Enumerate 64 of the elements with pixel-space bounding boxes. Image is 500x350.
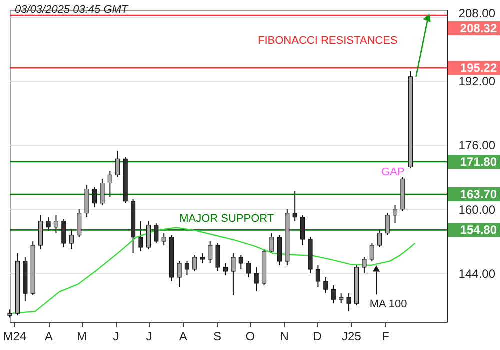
ref-line-label: 208.32 [460, 22, 498, 36]
candlestick [146, 220, 151, 250]
candlestick [292, 190, 298, 222]
candlestick [346, 293, 352, 312]
x-tick-label: J [113, 330, 120, 344]
candlestick [270, 232, 274, 254]
candlestick [54, 214, 59, 234]
candlestick [254, 266, 259, 292]
candlestick [324, 276, 328, 294]
candlestick [362, 256, 367, 274]
annotation: MAJOR SUPPORT [180, 213, 274, 226]
y-tick-label: 208.00 [458, 6, 496, 20]
candlestick [370, 242, 374, 262]
candlestick [69, 228, 74, 250]
candlestick [385, 212, 390, 236]
ref-line-label: 171.80 [460, 154, 498, 169]
candlestick [192, 254, 198, 272]
candlestick [154, 222, 159, 244]
candlestick [100, 178, 105, 206]
x-tick-label: A [179, 330, 188, 344]
y-tick-label: 176.00 [458, 138, 496, 153]
y-tick-label: 160.00 [458, 202, 496, 217]
candlestick [216, 242, 220, 272]
candlestick [238, 254, 244, 270]
x-tick-label: D [313, 330, 322, 344]
candlestick [208, 240, 213, 264]
x-tick-label: O [246, 330, 256, 344]
candlestick [331, 285, 336, 304]
candlestick [316, 264, 321, 288]
ref-line-label: 195.22 [460, 61, 498, 76]
x-tick-label: J [146, 330, 152, 344]
candlestick [62, 218, 66, 248]
candlestick [223, 262, 228, 276]
x-tick-label: F [382, 330, 390, 344]
candlestick [108, 170, 112, 198]
x-tick-label: M [77, 330, 88, 344]
candlestick [339, 293, 344, 304]
candlestick [116, 150, 120, 178]
candlestick [300, 214, 306, 246]
x-tick-label: J25 [342, 330, 362, 344]
candlestick [392, 204, 398, 224]
candlestick [200, 252, 205, 264]
candlestick [138, 220, 144, 252]
x-tick-label: A [45, 330, 54, 344]
candlestick [184, 260, 190, 276]
y-tick-label: 144.00 [458, 266, 496, 281]
annotation: FIBONACCI RESISTANCES [258, 35, 398, 47]
candlestick [378, 228, 382, 248]
ref-line-label: 163.70 [460, 187, 498, 202]
x-tick-label: M24 [3, 330, 27, 344]
annotation: MA 100 [370, 298, 408, 311]
candlestick [46, 216, 51, 232]
annotation: 03/03/2025 03:45 GMT [15, 4, 130, 16]
ref-line-label: 154.80 [460, 223, 498, 238]
candlestick [231, 252, 236, 296]
x-tick-label: S [213, 330, 222, 344]
candlestick [246, 260, 252, 278]
candlestick [77, 208, 82, 238]
candlestick [177, 260, 182, 288]
x-tick-label: N [280, 330, 289, 344]
candlestick [162, 232, 166, 246]
annotation: GAP [381, 166, 405, 178]
candlestick [92, 186, 98, 208]
y-tick-label: 192.00 [458, 74, 496, 88]
